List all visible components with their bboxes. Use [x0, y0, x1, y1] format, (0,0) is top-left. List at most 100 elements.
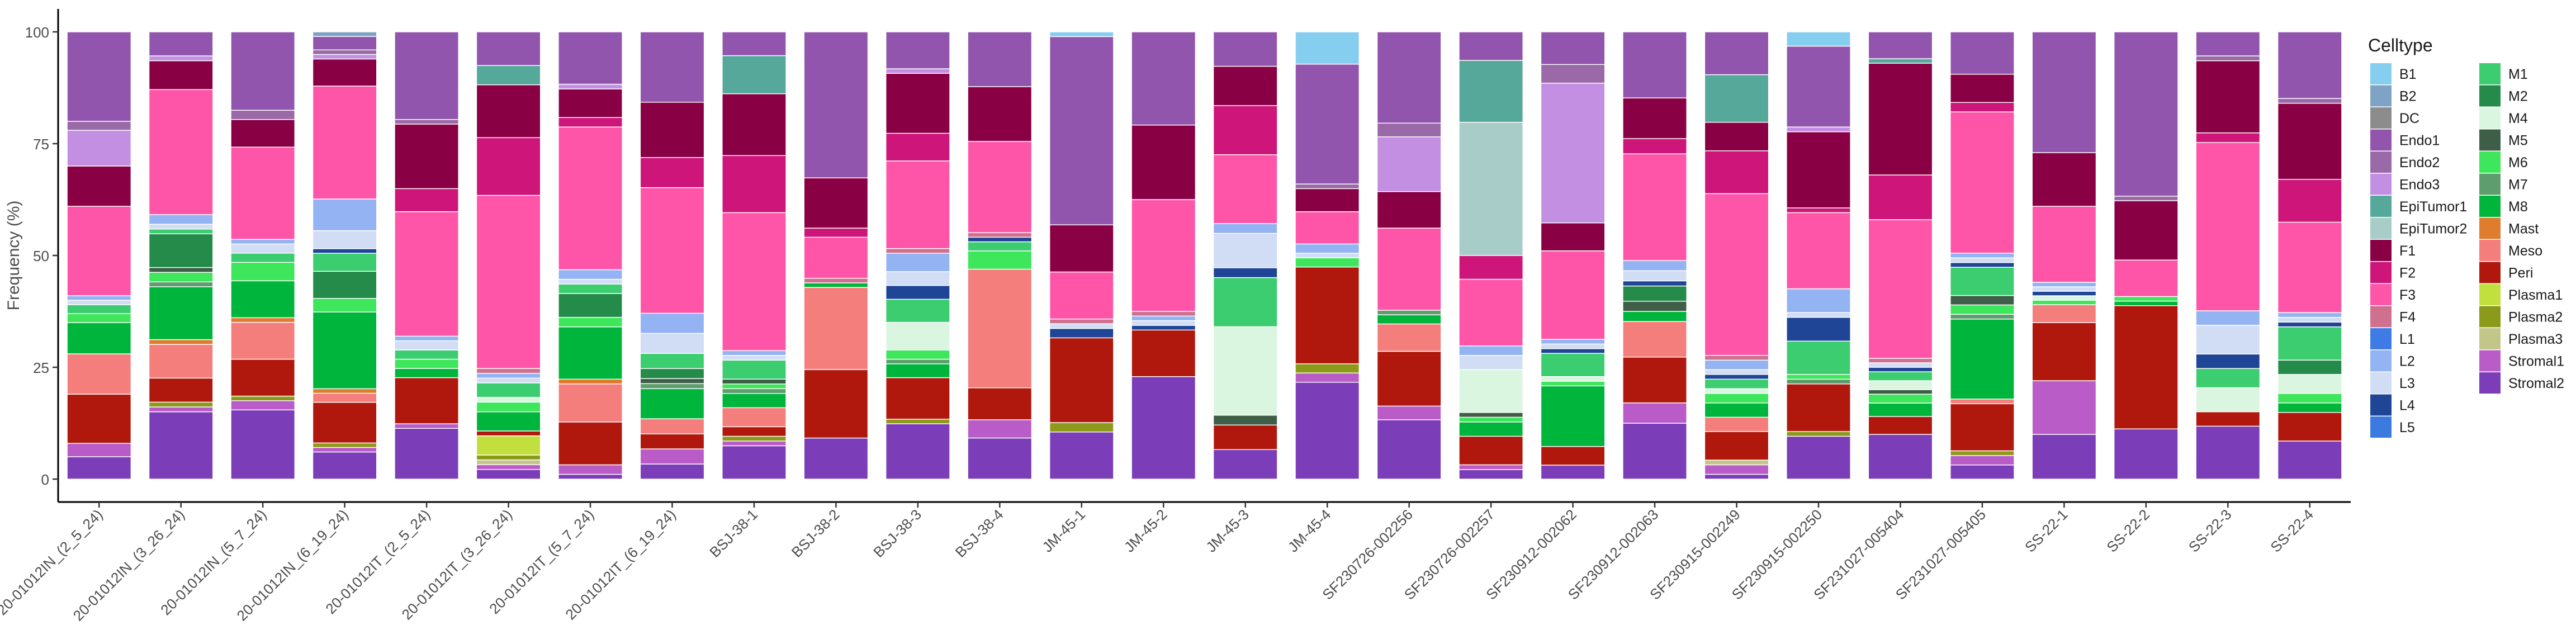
bar-segment — [1868, 371, 1933, 381]
bar-segment — [558, 117, 623, 127]
bar-segment — [476, 411, 541, 432]
bar-stack — [1049, 31, 1114, 480]
bar-segment — [1950, 262, 2015, 268]
bar-segment — [1540, 348, 1606, 354]
bar-segment — [476, 469, 541, 480]
bar-segment — [640, 333, 705, 354]
legend-label: F1 — [2399, 243, 2416, 259]
legend-item: L4 — [2370, 394, 2415, 416]
bar-segment — [1540, 385, 1606, 447]
bar-segment — [2277, 441, 2342, 480]
bar-segment — [967, 31, 1033, 87]
bar-segment — [148, 89, 214, 215]
legend-label: M1 — [2508, 67, 2528, 82]
bar-segment — [1540, 64, 1606, 84]
bar-segment — [67, 121, 132, 131]
bar-segment — [1950, 399, 2015, 404]
bar-segment — [2195, 55, 2261, 61]
legend-label: Plasma2 — [2508, 310, 2563, 325]
legend: Celltype B1 B2 DC Endo1 Endo2 Endo3 EpiTumor1 E… — [2368, 35, 2564, 438]
bar-segment — [1459, 416, 1523, 423]
bar-segment — [886, 253, 950, 272]
bar-segment — [967, 268, 1033, 389]
bar-segment — [722, 55, 787, 94]
bar-segment — [722, 445, 787, 480]
bar-segment — [886, 363, 950, 378]
bar-segment — [2195, 387, 2261, 413]
bar-segment — [2195, 142, 2261, 311]
legend-swatch — [2479, 328, 2501, 349]
bar-segment — [312, 58, 377, 87]
bar-segment — [1049, 323, 1114, 329]
bar-segment — [886, 423, 950, 480]
bar-segment — [1213, 31, 1278, 67]
bar-segment — [1213, 449, 1278, 480]
bar-stack — [722, 31, 787, 480]
bar-segment — [640, 353, 705, 369]
bar-segment — [1049, 31, 1114, 37]
bar-segment — [640, 383, 705, 389]
bar-segment — [967, 437, 1033, 480]
bar-segment — [2195, 368, 2261, 389]
bar-segment — [230, 262, 295, 282]
y-tick-label: 25 — [33, 359, 49, 376]
bar-segment — [1295, 382, 1360, 480]
bar-stack — [2114, 31, 2179, 480]
legend-label: Plasma3 — [2508, 332, 2563, 347]
bar-segment — [1950, 295, 2015, 306]
bar-segment — [722, 435, 787, 442]
bar-segment — [1786, 378, 1851, 385]
bar-stack — [803, 31, 869, 480]
legend-swatch — [2370, 328, 2392, 349]
bar-segment — [1786, 288, 1851, 313]
bar-segment — [2195, 425, 2261, 480]
legend-item: M6 — [2479, 151, 2528, 173]
bar-segment — [967, 236, 1033, 243]
bar-segment — [1131, 329, 1196, 377]
bar-segment — [1950, 31, 2015, 75]
bar-segment — [2277, 312, 2342, 318]
bar-segment — [640, 388, 705, 419]
bar-segment — [476, 368, 541, 374]
legend-label: M8 — [2508, 199, 2528, 215]
legend-swatch — [2479, 173, 2501, 195]
bar-segment — [2114, 200, 2179, 261]
bar-segment — [1622, 260, 1687, 271]
bar-segment — [722, 212, 787, 351]
bar-segment — [1622, 97, 1687, 139]
bar-stack — [1376, 31, 1442, 480]
bar-segment — [1704, 355, 1769, 361]
bar-segment — [2195, 60, 2261, 134]
bar-segment — [67, 456, 132, 480]
legend-swatch — [2479, 306, 2501, 328]
legend-item: L2 — [2370, 350, 2415, 372]
bar-segment — [1131, 320, 1196, 326]
bar-segment — [1459, 355, 1523, 370]
bar-segment — [1868, 358, 1933, 363]
legend-item: L1 — [2370, 328, 2415, 349]
bar-segment — [1213, 267, 1278, 278]
bar-segment — [2195, 132, 2261, 143]
bar-stack — [2195, 31, 2261, 480]
bar-segment — [1295, 243, 1360, 254]
legend-label: B1 — [2399, 67, 2417, 82]
bar-segment — [312, 388, 377, 394]
legend-label: L2 — [2399, 354, 2415, 370]
x-tick-label: SF230915-002250 — [1729, 506, 1826, 603]
bar-segment — [1950, 267, 2015, 296]
bar-segment — [1049, 318, 1114, 324]
bar-segment — [803, 282, 869, 288]
bar-segment — [312, 49, 377, 55]
bar-segment — [230, 146, 295, 240]
legend-swatch — [2479, 284, 2501, 305]
bar-segment — [2114, 305, 2179, 429]
bar-segment — [886, 132, 950, 162]
bar-segment — [1459, 464, 1523, 470]
bar-segment — [1459, 422, 1523, 437]
bar-segment — [1786, 383, 1851, 432]
bar-segment — [67, 300, 132, 305]
bar-segment — [394, 31, 459, 120]
bar-segment — [476, 195, 541, 369]
bar-segment — [1950, 403, 2015, 452]
bar-segment — [2032, 322, 2097, 381]
